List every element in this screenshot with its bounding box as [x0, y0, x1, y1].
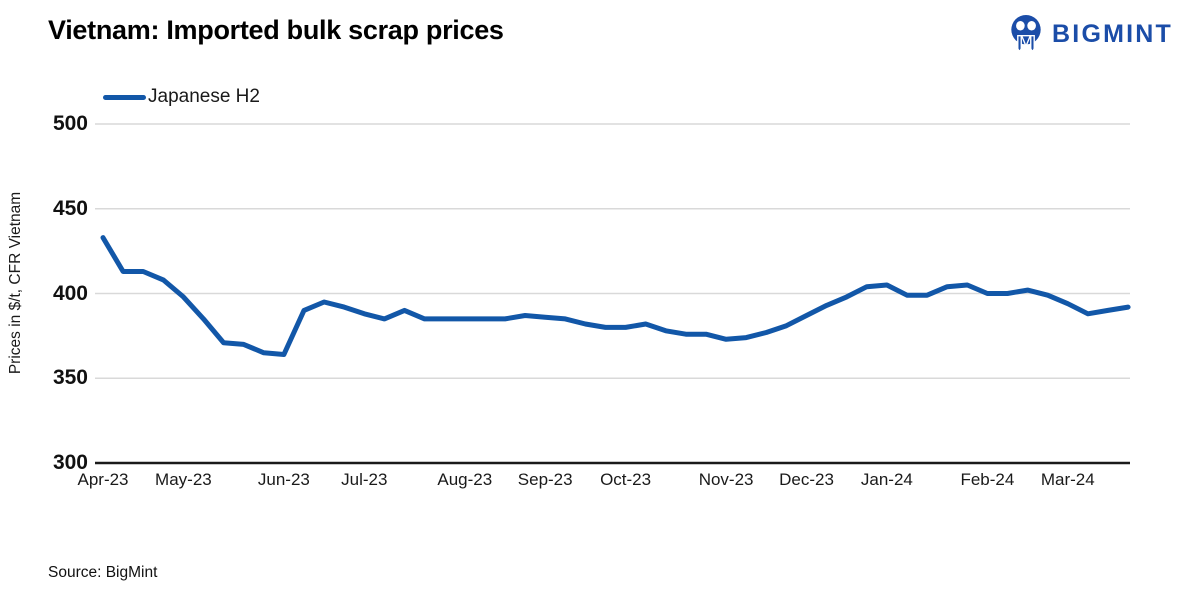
y-tick-label: 400	[52, 281, 88, 305]
x-tick-label: Jan-24	[860, 470, 913, 489]
legend-series-label: Japanese H2	[148, 86, 260, 107]
x-tick-label: Jun-23	[257, 470, 310, 489]
y-tick-label: 350	[52, 366, 88, 390]
bigmint-logo-text: BIGMINT	[1052, 19, 1173, 48]
bigmint-logo: BIGMINT	[1007, 13, 1173, 55]
y-tick-label: 500	[52, 112, 88, 135]
x-tick-label: Aug-23	[437, 470, 493, 489]
x-tick-label: Feb-24	[960, 470, 1015, 489]
bigmint-walrus-icon	[1011, 15, 1041, 52]
y-tick-label: 450	[52, 196, 88, 220]
x-tick-label: Nov-23	[698, 470, 754, 489]
japanese-h2-price-line	[100, 235, 1131, 357]
x-tick-label: May-23	[155, 470, 212, 489]
source-note: Source: BigMint	[48, 564, 158, 581]
page-title: Vietnam: Imported bulk scrap prices	[48, 15, 504, 45]
x-tick-label: Oct-23	[600, 470, 652, 489]
x-tick-label: Dec-23	[779, 470, 834, 489]
x-tick-label: Apr-23	[77, 470, 129, 489]
x-tick-label: Mar-24	[1040, 470, 1095, 489]
y-tick-label: 300	[52, 451, 88, 474]
x-tick-label: Jul-23	[341, 470, 388, 489]
chart-legend: Japanese H2	[103, 86, 260, 108]
legend-line-swatch	[103, 94, 146, 100]
x-tick-label: Sep-23	[517, 470, 573, 489]
